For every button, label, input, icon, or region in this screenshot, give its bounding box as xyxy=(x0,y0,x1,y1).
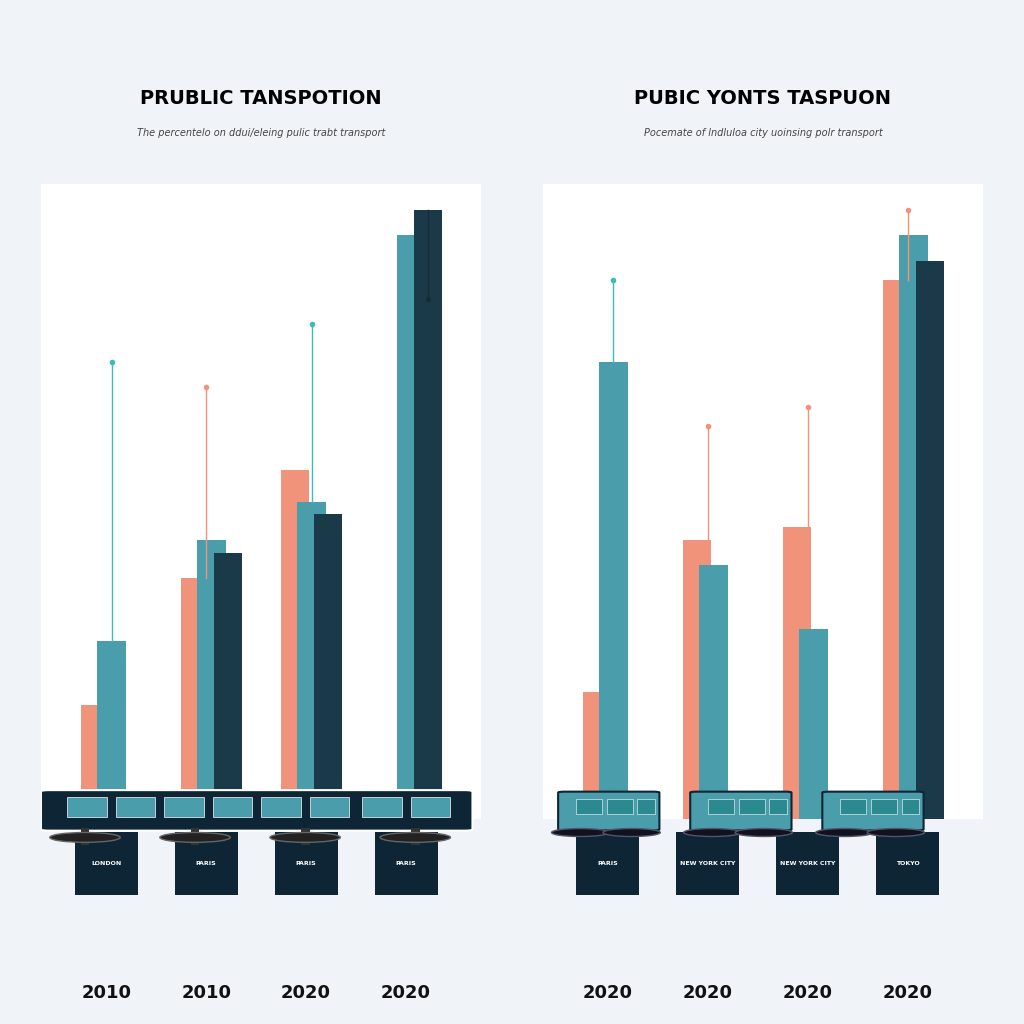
FancyBboxPatch shape xyxy=(81,705,110,819)
Bar xyxy=(175,831,238,895)
Bar xyxy=(411,798,451,817)
Bar xyxy=(870,799,897,814)
FancyBboxPatch shape xyxy=(822,792,924,830)
Text: 2020: 2020 xyxy=(381,984,431,1002)
Bar xyxy=(776,831,840,895)
Text: 2010: 2010 xyxy=(81,984,131,1002)
Bar xyxy=(116,798,156,817)
FancyBboxPatch shape xyxy=(97,641,126,819)
Bar xyxy=(68,798,106,817)
FancyBboxPatch shape xyxy=(583,692,611,819)
Text: LONDON: LONDON xyxy=(91,861,121,866)
FancyBboxPatch shape xyxy=(599,362,628,819)
Text: Pocemate of lndluloa city uoinsing polr transport: Pocemate of lndluloa city uoinsing polr … xyxy=(643,128,883,138)
FancyBboxPatch shape xyxy=(181,578,210,819)
Text: 2020: 2020 xyxy=(783,984,833,1002)
Bar xyxy=(375,831,437,895)
FancyBboxPatch shape xyxy=(799,629,827,819)
Bar xyxy=(637,799,655,814)
Bar xyxy=(274,831,338,895)
Circle shape xyxy=(552,828,608,837)
FancyBboxPatch shape xyxy=(414,210,442,819)
Bar xyxy=(301,827,309,845)
FancyBboxPatch shape xyxy=(558,792,659,830)
FancyBboxPatch shape xyxy=(899,236,928,819)
Text: PARIS: PARIS xyxy=(296,861,316,866)
FancyBboxPatch shape xyxy=(281,470,309,819)
Circle shape xyxy=(603,828,660,837)
FancyBboxPatch shape xyxy=(883,280,911,819)
Text: PUBIC YONTS TASPUON: PUBIC YONTS TASPUON xyxy=(635,88,891,108)
Text: 2020: 2020 xyxy=(282,984,331,1002)
Bar xyxy=(769,799,787,814)
Text: PARIS: PARIS xyxy=(196,861,216,866)
FancyBboxPatch shape xyxy=(41,791,472,830)
Bar xyxy=(840,799,866,814)
Bar xyxy=(901,799,920,814)
Circle shape xyxy=(380,833,451,843)
Bar xyxy=(362,798,402,817)
FancyBboxPatch shape xyxy=(690,792,792,830)
Bar xyxy=(677,831,739,895)
Bar xyxy=(309,798,349,817)
FancyBboxPatch shape xyxy=(297,502,326,819)
FancyBboxPatch shape xyxy=(915,260,944,819)
Circle shape xyxy=(684,828,741,837)
Bar xyxy=(738,799,765,814)
Bar xyxy=(75,831,137,895)
Text: NEW YORK CITY: NEW YORK CITY xyxy=(680,861,735,866)
Text: 2010: 2010 xyxy=(181,984,231,1002)
FancyBboxPatch shape xyxy=(397,236,426,819)
Circle shape xyxy=(160,833,230,843)
Text: PARIS: PARIS xyxy=(395,861,417,866)
Text: 2020: 2020 xyxy=(583,984,633,1002)
Bar xyxy=(575,799,602,814)
Circle shape xyxy=(735,828,793,837)
Bar xyxy=(261,798,301,817)
FancyBboxPatch shape xyxy=(313,514,342,819)
Bar xyxy=(411,827,420,845)
FancyBboxPatch shape xyxy=(198,540,226,819)
Text: 2020: 2020 xyxy=(883,984,933,1002)
Bar xyxy=(213,798,252,817)
Circle shape xyxy=(270,833,340,843)
Text: NEW YORK CITY: NEW YORK CITY xyxy=(780,861,836,866)
FancyBboxPatch shape xyxy=(214,553,243,819)
Text: TOKYO: TOKYO xyxy=(896,861,920,866)
Text: PRUBLIC TANSPOTION: PRUBLIC TANSPOTION xyxy=(140,88,382,108)
Circle shape xyxy=(867,828,925,837)
Circle shape xyxy=(816,828,872,837)
FancyBboxPatch shape xyxy=(699,565,728,819)
Text: PARIS: PARIS xyxy=(598,861,618,866)
Bar xyxy=(190,827,200,845)
Bar xyxy=(81,827,89,845)
Bar xyxy=(877,831,939,895)
FancyBboxPatch shape xyxy=(683,540,712,819)
Circle shape xyxy=(50,833,120,843)
Bar xyxy=(577,831,639,895)
Text: The percentelo on ddui/eleing pulic trabt transport: The percentelo on ddui/eleing pulic trab… xyxy=(137,128,385,138)
Bar xyxy=(606,799,633,814)
Bar xyxy=(708,799,734,814)
FancyBboxPatch shape xyxy=(782,527,811,819)
Bar xyxy=(164,798,204,817)
Text: 2020: 2020 xyxy=(683,984,733,1002)
